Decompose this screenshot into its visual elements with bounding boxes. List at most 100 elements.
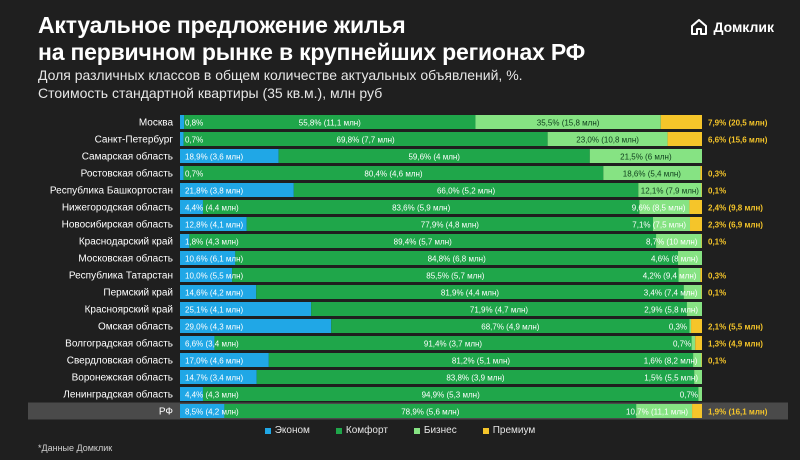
bar-label-business: 1,6% (8,2 млн)	[644, 357, 698, 366]
bar-segment-premium	[692, 404, 702, 418]
bar-segment-business	[656, 234, 702, 248]
region-label: Ростовская область	[81, 168, 173, 180]
region-label: РФ	[159, 407, 174, 418]
bar-label-premium: 0,1%	[708, 238, 726, 247]
bar-segment-econom	[180, 132, 184, 146]
region-label: Москва	[139, 118, 174, 129]
bar-label-comfort: 77,9% (4,8 млн)	[421, 221, 480, 230]
bar-label-econom: 10,0% (5,5 млн)	[185, 272, 244, 281]
bar-label-premium: 0,3%	[708, 272, 726, 281]
bar-label-business: 18,6% (5,4 млн)	[623, 170, 682, 179]
bar-segment-econom	[180, 319, 332, 333]
bar-segment-econom	[180, 166, 184, 180]
bar-label-premium: 6,6% (15,6 млн)	[708, 136, 768, 145]
bar-label-econom: 8,5% (4,2 млн)	[185, 408, 239, 417]
bar-label-econom: 4,4% (4,4 млн)	[185, 204, 239, 213]
bar-label-comfort: 68,7% (4,9 млн)	[481, 323, 540, 332]
bar-label-business: 2,9% (5,8 млн)	[644, 306, 698, 315]
region-label: Омская область	[98, 321, 173, 333]
bar-label-business: 12,1% (7,9 млн)	[641, 187, 700, 196]
bar-segment-econom	[180, 387, 203, 401]
bar-label-business: 8,7% (10 млн)	[646, 238, 698, 247]
bar-segment-econom	[180, 183, 294, 197]
bar-segment-business	[639, 200, 690, 214]
bar-segment-comfort	[256, 285, 684, 299]
bar-label-business: 10,7% (11,1 млн)	[626, 408, 688, 417]
bar-label-business: 0,3%	[669, 323, 687, 332]
bar-label-econom: 0,8%	[185, 119, 203, 128]
bar-label-econom: 12,8% (4,1 млн)	[185, 221, 244, 230]
bar-segment-econom	[180, 268, 233, 282]
bar-label-econom: 4,4% (4,3 млн)	[185, 391, 239, 400]
bar-label-comfort: 89,4% (5,7 млн)	[394, 238, 453, 247]
bar-label-comfort: 83,8% (3,9 млн)	[446, 374, 505, 383]
bar-label-business: 7,1% (7,5 млн)	[632, 221, 686, 230]
bar-segment-business	[698, 387, 702, 401]
bar-segment-business	[589, 149, 702, 163]
bar-label-premium: 0,1%	[708, 357, 726, 366]
legend-item-comfort: Комфорт	[335, 425, 388, 436]
bar-label-comfort: 81,9% (4,4 млн)	[441, 289, 500, 298]
region-label: Республика Башкортостан	[50, 185, 173, 197]
bar-segment-econom	[180, 149, 279, 163]
bar-segment-business	[638, 183, 702, 197]
bar-label-business: 4,2% (9,4 млн)	[643, 272, 697, 281]
bar-label-premium: 7,9% (20,5 млн)	[708, 119, 768, 128]
bar-label-econom: 29,0% (4,3 млн)	[185, 323, 244, 332]
bar-segment-business	[678, 268, 701, 282]
bar-segment-comfort	[202, 200, 640, 214]
bar-label-premium: 2,3% (6,9 млн)	[708, 221, 763, 230]
bar-label-comfort: 83,6% (5,9 млн)	[392, 204, 451, 213]
bar-segment-business	[636, 404, 693, 418]
bar-segment-business	[691, 336, 696, 350]
subtitle-line-1: Доля различных классов в общем количеств…	[38, 67, 523, 83]
bar-label-econom: 21,8% (3,8 млн)	[185, 187, 244, 196]
bar-label-premium: 0,1%	[708, 187, 726, 196]
bar-label-econom: 0,7%	[185, 136, 203, 145]
bar-label-premium: 1,3% (4,9 млн)	[708, 340, 763, 349]
bar-label-econom: 18,9% (3,6 млн)	[185, 153, 244, 162]
bar-label-comfort: 94,9% (5,3 млн)	[422, 391, 481, 400]
region-label: Воронежская область	[72, 372, 173, 384]
bar-segment-business	[689, 319, 692, 333]
region-label: Свердловская область	[67, 355, 173, 367]
bar-label-econom: 17,0% (4,6 млн)	[185, 357, 244, 366]
bar-label-business: 9,6% (8,5 млн)	[632, 204, 686, 213]
region-label: Волгоградская область	[65, 338, 173, 350]
bar-segment-premium	[667, 132, 702, 146]
bar-segment-premium	[701, 353, 702, 367]
region-label: Самарская область	[82, 151, 173, 163]
bar-segment-business	[652, 217, 691, 231]
region-label: Новосибирская область	[62, 219, 173, 231]
bar-segment-business	[475, 115, 661, 129]
legend-swatch-premium	[482, 427, 489, 434]
bar-segment-premium	[691, 319, 702, 333]
bar-segment-econom	[180, 251, 236, 265]
bar-label-comfort: 78,9% (5,6 млн)	[401, 408, 460, 417]
bar-segment-business	[694, 370, 702, 384]
bar-label-premium: 2,4% (9,8 млн)	[708, 204, 763, 213]
bar-segment-comfort	[293, 183, 639, 197]
legend-item-econom: Эконом	[264, 425, 310, 436]
bar-segment-econom	[180, 302, 312, 316]
bar-segment-comfort	[232, 268, 679, 282]
bar-label-econom: 6,6% (3,4 млн)	[185, 340, 239, 349]
bar-segment-comfort	[278, 149, 590, 163]
bar-label-business: 35,5% (15,8 млн)	[537, 119, 600, 128]
bar-segment-premium	[700, 166, 702, 180]
bar-segment-comfort	[256, 370, 695, 384]
bar-label-comfort: 84,8% (6,8 млн)	[428, 255, 487, 264]
bar-segment-business	[693, 353, 702, 367]
bar-segment-econom	[180, 285, 257, 299]
bar-label-premium: 0,3%	[708, 170, 726, 179]
bar-segment-business	[683, 285, 702, 299]
bar-segment-premium	[700, 268, 702, 282]
title-line-1: Актуальное предложение жилья	[38, 12, 406, 38]
bar-segment-comfort	[189, 234, 657, 248]
legend-label-premium: Премиум	[492, 425, 536, 436]
bar-label-comfort: 69,8% (7,7 млн)	[337, 136, 396, 145]
bar-segment-comfort	[224, 404, 637, 418]
legend-label-business: Бизнес	[423, 425, 457, 436]
bar-label-comfort: 59,6% (4 млн)	[408, 153, 460, 162]
